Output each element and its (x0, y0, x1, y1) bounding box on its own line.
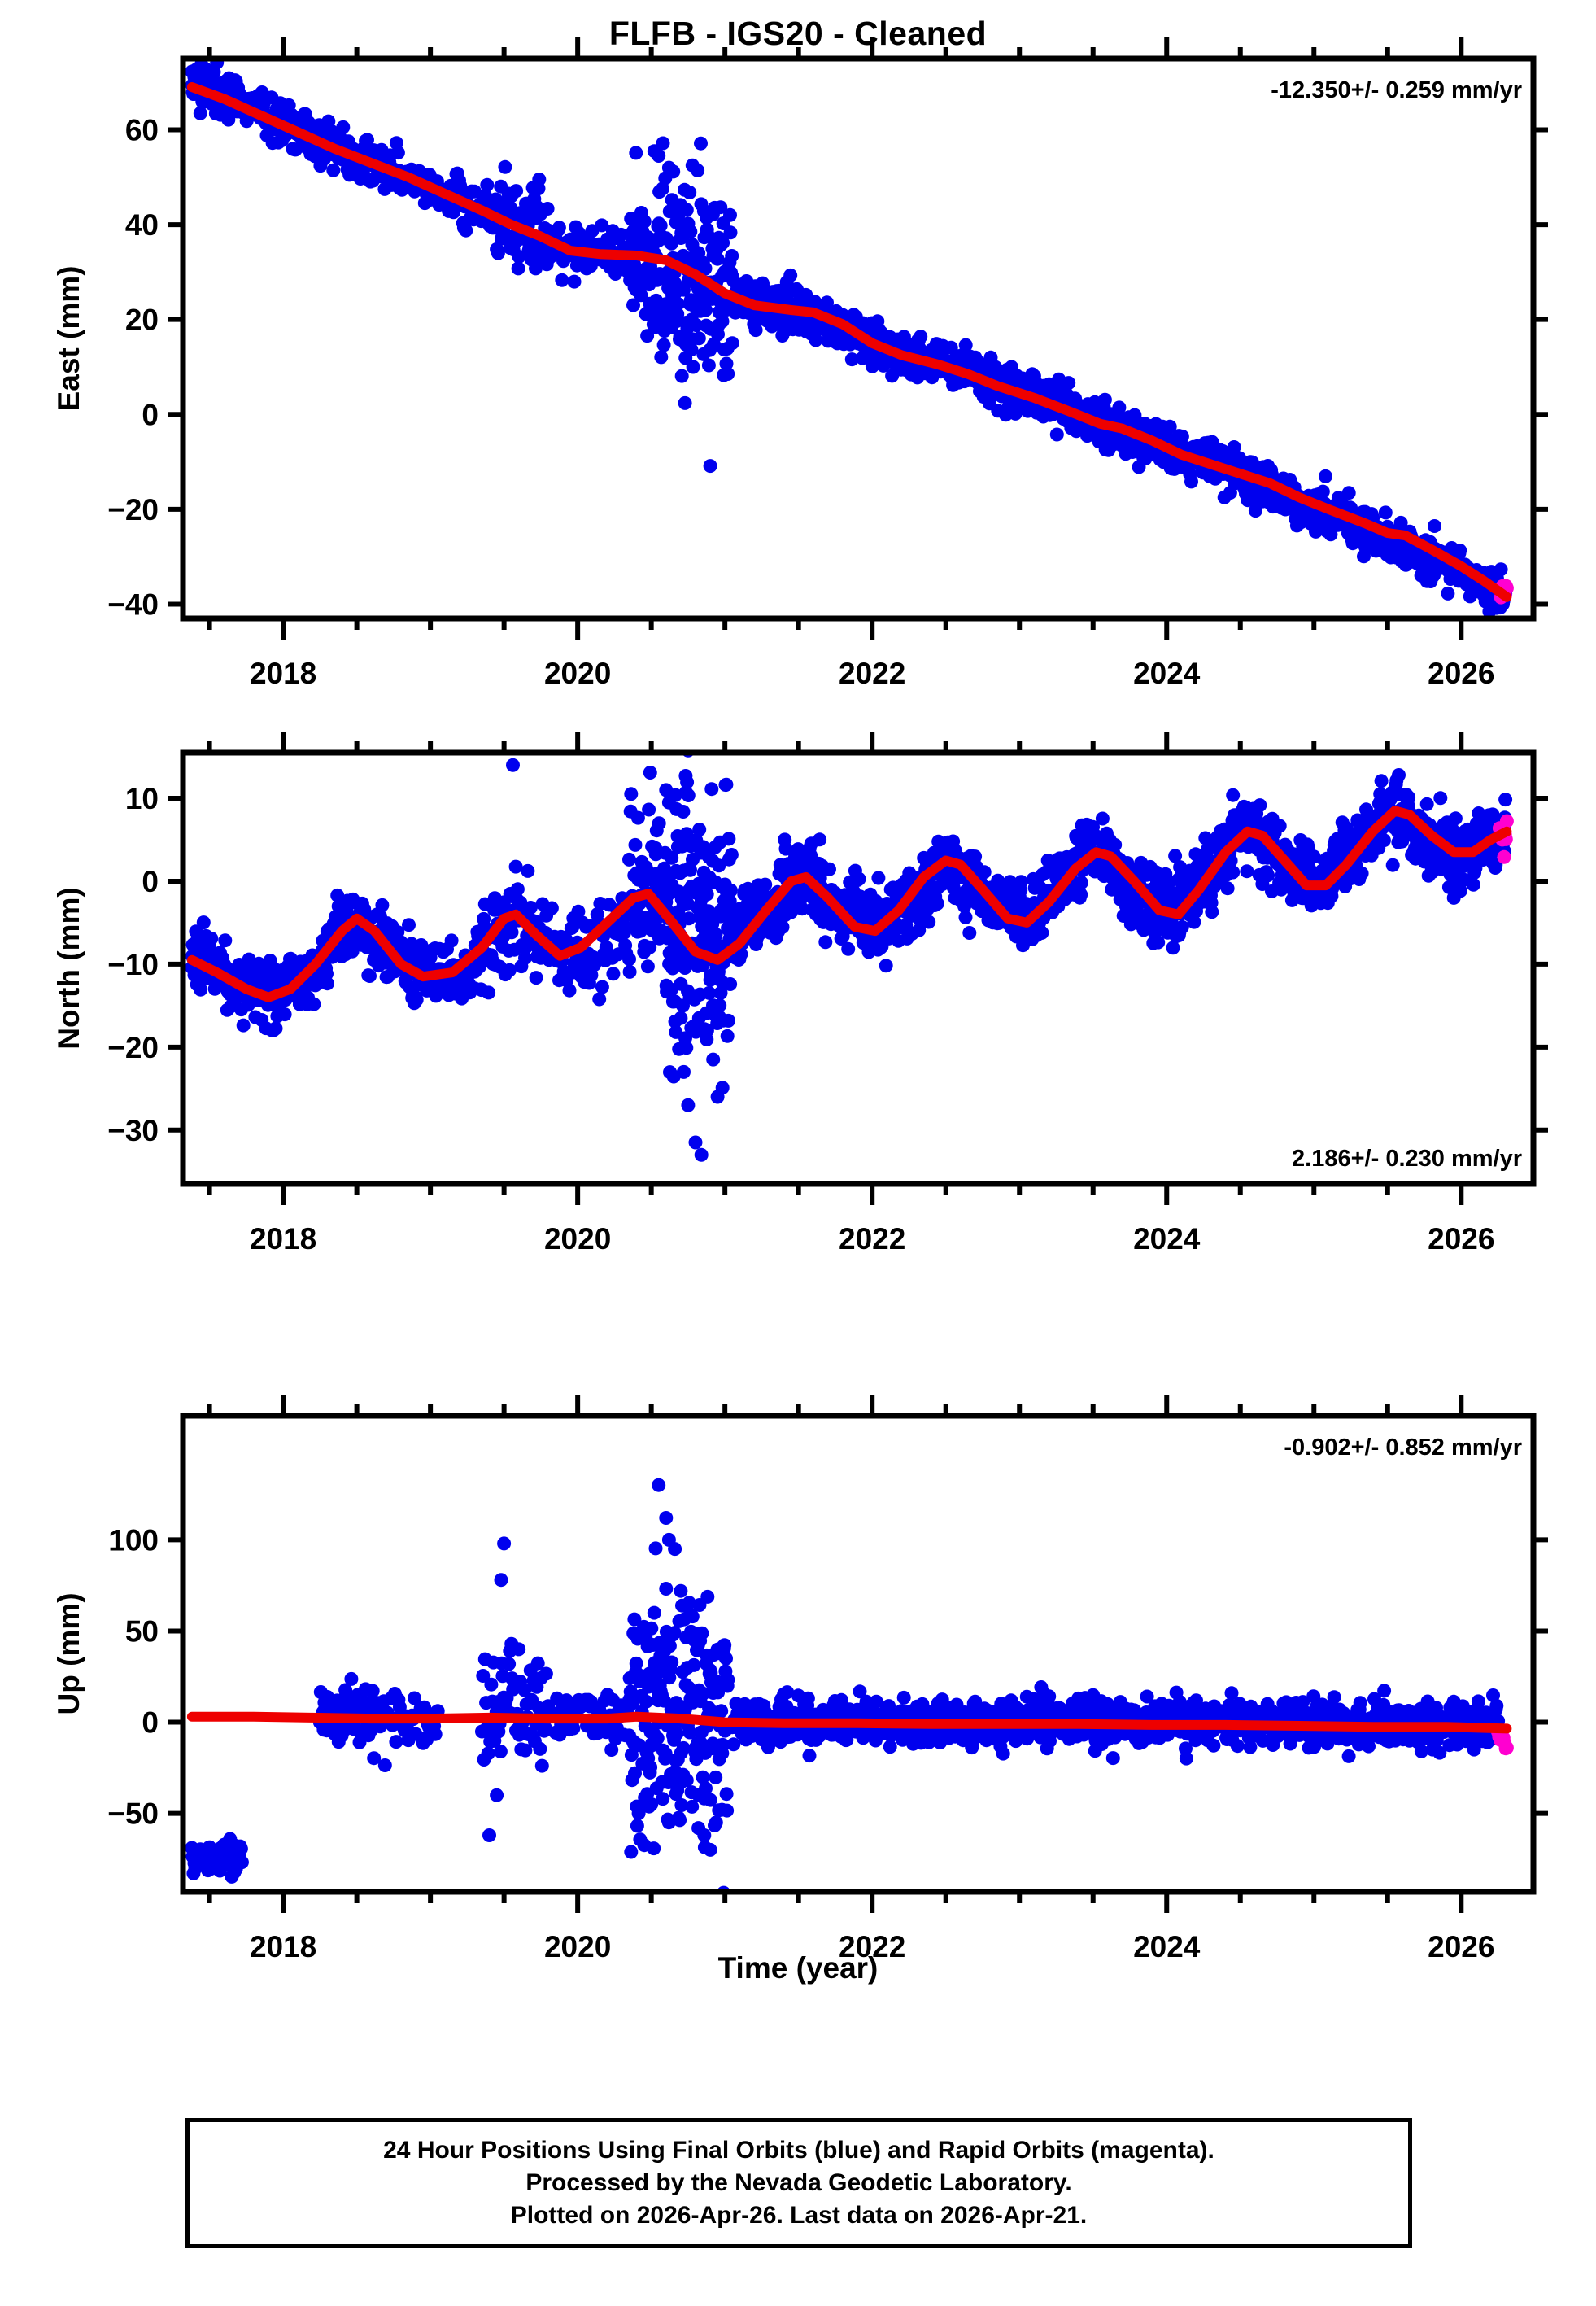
axes-frame-east (180, 55, 1537, 622)
x-tick-label: 2018 (250, 1930, 316, 1963)
y-axis-title-east: East (mm) (52, 266, 85, 412)
y-axis-title-north: North (mm) (52, 887, 85, 1049)
y-tick-label: 60 (125, 113, 159, 146)
y-tick-label: −20 (107, 1031, 159, 1064)
y-tick-label: 20 (125, 304, 159, 337)
x-tick-label: 2020 (544, 657, 611, 690)
y-tick-label: 0 (142, 398, 159, 431)
y-tick-label: 40 (125, 208, 159, 242)
y-tick-label: −20 (107, 493, 159, 526)
caption-line-1: 24 Hour Positions Using Final Orbits (bl… (383, 2137, 1214, 2164)
y-axis-title-up: Up (mm) (52, 1592, 85, 1714)
y-tick-label: 10 (125, 782, 159, 815)
x-axis-north: 2018 2020 2022 2024 2026 (207, 732, 1494, 1256)
data-layer-up (185, 1478, 1514, 1892)
x-tick-label: 2018 (250, 657, 316, 690)
fit-line-east (186, 82, 1512, 602)
rate-label-north: 2.186+/- 0.230 mm/yr (1292, 1146, 1522, 1172)
panel-north: 10 0 −10 −20 −30 2018 2020 2022 2024 2026 North (m… (52, 732, 1548, 1256)
y-axis-east: 60 40 20 0 −20 −40 (107, 113, 1548, 622)
caption-line-3: Plotted on 2026-Apr-26. Last data on 202… (510, 2201, 1088, 2229)
data-layer-north (185, 753, 1514, 1162)
x-tick-label: 2026 (1428, 657, 1494, 690)
x-tick-label: 2026 (1428, 1222, 1494, 1256)
x-tick-label: 2022 (839, 657, 905, 690)
y-axis-up: 100 50 0 −50 (107, 1523, 1548, 1831)
x-tick-label: 2022 (839, 1222, 905, 1256)
y-tick-label: 100 (108, 1523, 159, 1557)
x-tick-label: 2020 (544, 1930, 611, 1963)
x-tick-label: 2018 (250, 1222, 316, 1256)
panel-east: 60 40 20 0 −20 −40 2018 2020 2022 2024 2026 East (m… (52, 37, 1548, 690)
axes-frame-up (180, 1413, 1537, 1895)
figure-caption: 24 Hour Positions Using Final Orbits (bl… (185, 2118, 1412, 2248)
panel-up: 100 50 0 −50 2018 2020 2022 2024 2026 Up (mm) -0.9… (52, 1395, 1548, 1963)
page-title: FLFB - IGS20 - Cleaned (608, 15, 988, 52)
y-tick-label: 0 (142, 1706, 159, 1740)
x-tick-label: 2020 (544, 1222, 611, 1256)
data-layer-east (185, 59, 1514, 618)
x-tick-label: 2024 (1133, 657, 1201, 690)
x-axis-east: 2018 2020 2022 2024 2026 (207, 37, 1494, 690)
caption-line-2: Processed by the Nevada Geodetic Laborat… (525, 2169, 1072, 2197)
y-tick-label: −40 (107, 588, 159, 622)
rate-label-east: -12.350+/- 0.259 mm/yr (1271, 77, 1522, 103)
x-axis-up: 2018 2020 2022 2024 2026 (207, 1395, 1494, 1963)
y-tick-label: −50 (107, 1797, 159, 1831)
fit-line-north (186, 806, 1512, 1002)
x-tick-label: 2024 (1133, 1222, 1201, 1256)
fit-line-up (186, 1711, 1512, 1734)
x-tick-label: 2022 (839, 1930, 905, 1963)
axes-frame-north (180, 749, 1537, 1187)
rate-label-up: -0.902+/- 0.852 mm/yr (1284, 1435, 1522, 1461)
x-tick-label: 2026 (1428, 1930, 1494, 1963)
x-tick-label: 2024 (1133, 1930, 1201, 1963)
x-axis-title: Time (year) (717, 1951, 879, 1985)
y-tick-label: −10 (107, 948, 159, 981)
y-axis-north: 10 0 −10 −20 −30 (107, 782, 1548, 1147)
y-tick-label: −30 (107, 1114, 159, 1147)
y-tick-label: 50 (125, 1614, 159, 1648)
plot-area-up (183, 1416, 1533, 1892)
y-tick-label: 0 (142, 865, 159, 898)
